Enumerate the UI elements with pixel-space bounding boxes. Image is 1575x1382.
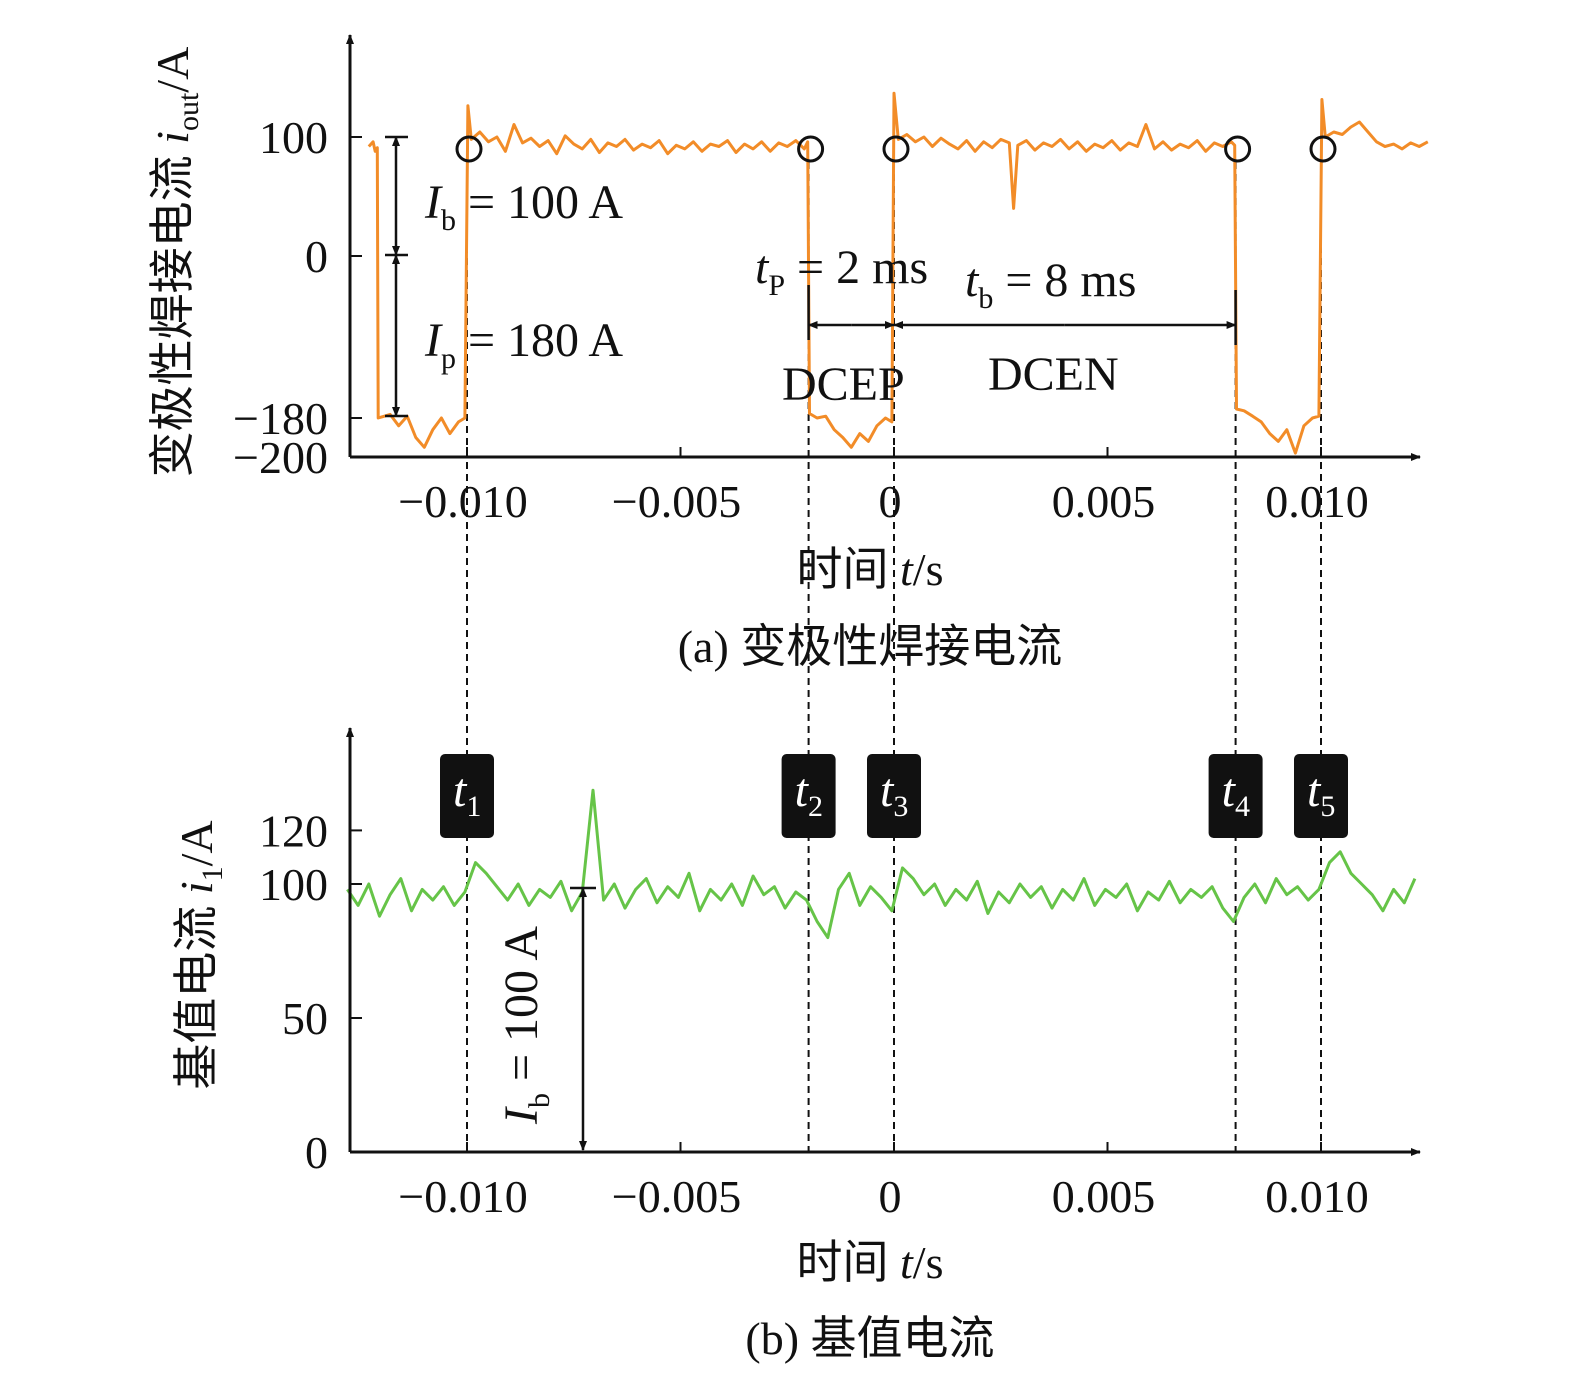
chart-b-x-tick-label: −0.005	[612, 1171, 741, 1222]
chart-a-y-axis-label: 变极性焊接电流 iout/A	[147, 47, 205, 478]
annotation-dcep: DCEP	[782, 358, 905, 411]
chart-a-y-tick-label: −200	[233, 432, 328, 483]
chart-b-y-tick-label: 0	[305, 1127, 328, 1178]
chart-a-y-tick-label: 0	[305, 231, 328, 282]
chart-a-series-line	[367, 91, 1429, 455]
chart-b-x-axis-label: 时间 t/s	[797, 1237, 944, 1288]
chart-a-x-tick-label: −0.010	[398, 476, 527, 527]
chart-b-x-tick-label: 0.005	[1052, 1171, 1156, 1222]
chart-a-caption: (a) 变极性焊接电流	[678, 621, 1063, 672]
chart-a-x-axis-label: 时间 t/s	[797, 544, 944, 595]
event-label-box	[440, 754, 494, 838]
event-label-t5: t5	[1307, 764, 1335, 823]
chart-b-y-tick-label: 50	[282, 993, 328, 1044]
chart-b-y-axis-label: 基值电流 i1/A	[171, 820, 229, 1089]
chart-b-x-tick-label: −0.010	[398, 1171, 527, 1222]
chart-a: −0.010 −0.005 0 0.005 0.010 100 0 −180−200	[233, 34, 1429, 527]
chart-b-y-tick-label: 120	[259, 805, 328, 856]
chart-a-x-tick-label: 0.005	[1052, 476, 1156, 527]
chart-b-caption: (b) 基值电流	[745, 1313, 994, 1364]
annotation-tp: tP = 2 ms	[755, 241, 928, 302]
chart-a-x-tick-label: 0	[879, 476, 902, 527]
event-label-t3: t3	[880, 764, 908, 823]
chart-a-y-tick-label: −180	[233, 393, 328, 444]
chart-b-y-tick-label: 100	[259, 859, 328, 910]
event-circle-marker	[1224, 135, 1252, 163]
event-label-box	[1208, 754, 1263, 838]
chart-b-x-tick-label: 0.010	[1265, 1171, 1369, 1222]
event-circle-marker	[455, 135, 483, 163]
chart-b-x-tick-label: 0	[879, 1171, 902, 1222]
event-label-t2: t2	[795, 764, 823, 823]
event-label-box	[781, 754, 836, 838]
event-circle-marker	[882, 135, 910, 163]
event-label-t4: t4	[1222, 764, 1250, 823]
annotation-ip: Ip = 180 A	[424, 314, 623, 375]
event-circle-marker	[797, 135, 825, 163]
annotation-tb: tb = 8 ms	[965, 254, 1136, 315]
annotation-b-ib: Ib = 100 A	[495, 926, 556, 1125]
event-label-t1: t1	[453, 764, 481, 823]
annotation-ib: Ib = 100 A	[424, 176, 623, 237]
event-circle-marker	[1309, 135, 1337, 163]
chart-a-x-tick-label: 0.010	[1265, 476, 1369, 527]
annotation-dcen: DCEN	[988, 348, 1119, 401]
chart-b-series-line	[346, 788, 1417, 940]
event-label-box	[1294, 754, 1348, 838]
chart-a-y-tick-label: 100	[259, 112, 328, 163]
event-guide-lines	[466, 162, 1322, 1152]
chart-a-x-tick-label: −0.005	[612, 476, 741, 527]
event-label-box	[867, 754, 921, 838]
